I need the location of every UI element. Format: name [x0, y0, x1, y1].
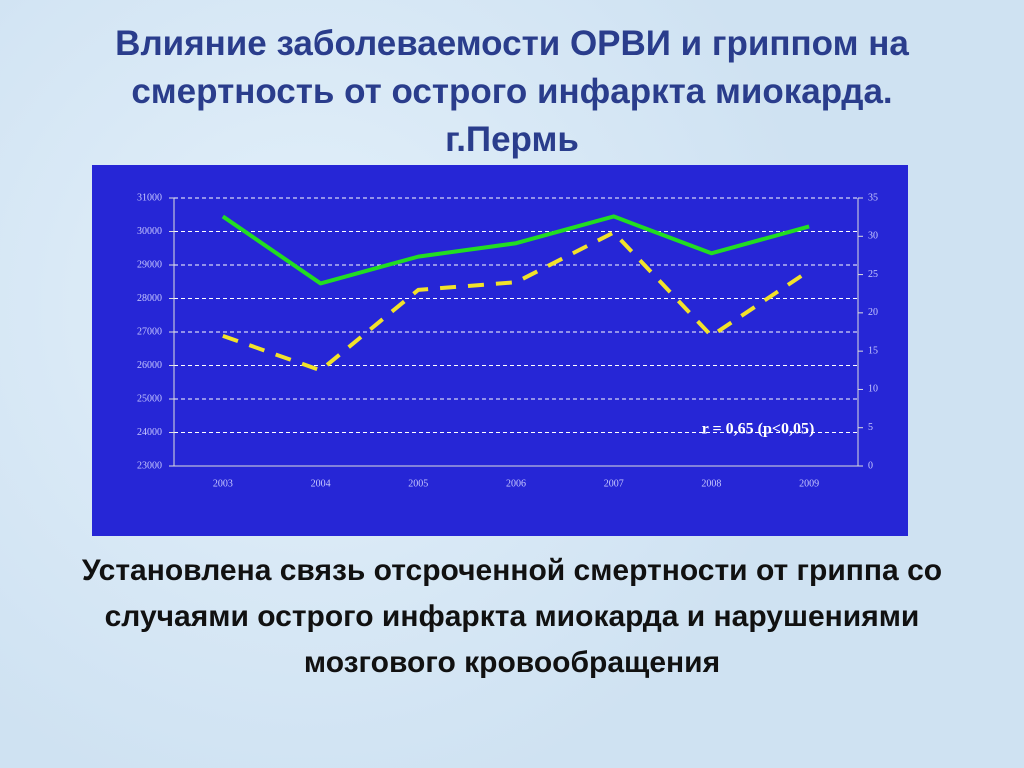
y-tick-label: 28000: [137, 293, 162, 304]
y-tick-label: 23000: [137, 460, 162, 471]
y-tick-label: 25000: [137, 393, 162, 404]
y2-tick-label: 0: [868, 460, 873, 471]
chart-panel: [92, 165, 908, 536]
y-tick-label: 31000: [137, 192, 162, 203]
series-line: [221, 214, 810, 286]
x-tick-label: 2005: [408, 478, 428, 489]
x-tick-label: 2007: [604, 478, 624, 489]
y2-tick-label: 20: [868, 307, 878, 318]
slide-title: Влияние заболеваемости ОРВИ и гриппом на…: [115, 24, 909, 159]
x-tick-label: 2006: [506, 478, 526, 489]
y2-tick-label: 10: [868, 384, 878, 395]
y2-tick-label: 30: [868, 231, 878, 242]
y2-tick-label: 5: [868, 422, 873, 433]
x-tick-label: 2008: [701, 478, 721, 489]
y-tick-label: 27000: [137, 326, 162, 337]
x-tick-label: 2009: [799, 478, 819, 489]
x-tick-label: 2003: [213, 478, 233, 489]
x-tick-label: 2004: [311, 478, 331, 489]
conclusion: Установлена связь отсроченной смертности…: [81, 554, 943, 679]
y-tick-label: 29000: [137, 259, 162, 270]
y-tick-label: 24000: [137, 427, 162, 438]
y2-tick-label: 35: [868, 192, 878, 203]
y2-tick-label: 15: [868, 345, 878, 356]
annotation: r = 0,65 (p<0,05): [702, 421, 815, 438]
y-tick-label: 26000: [137, 360, 162, 371]
y2-tick-label: 25: [868, 269, 878, 280]
y-tick-label: 30000: [137, 226, 162, 237]
